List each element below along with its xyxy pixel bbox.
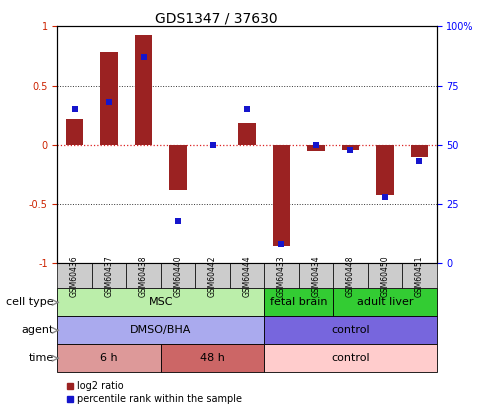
Bar bbox=[195, 263, 230, 288]
Text: GSM60448: GSM60448 bbox=[346, 255, 355, 296]
Point bbox=[140, 54, 148, 60]
Bar bbox=[333, 288, 437, 316]
Bar bbox=[57, 288, 264, 316]
Text: agent: agent bbox=[21, 325, 53, 335]
Text: GSM60433: GSM60433 bbox=[277, 255, 286, 297]
Bar bbox=[264, 288, 333, 316]
Text: fetal brain: fetal brain bbox=[270, 297, 327, 307]
Text: GSM60444: GSM60444 bbox=[243, 255, 251, 297]
Bar bbox=[376, 145, 394, 194]
Point bbox=[415, 158, 423, 165]
Bar bbox=[264, 344, 437, 372]
Text: cell type: cell type bbox=[6, 297, 53, 307]
Point bbox=[346, 146, 354, 153]
Text: control: control bbox=[331, 325, 370, 335]
Bar bbox=[170, 145, 187, 190]
Bar bbox=[368, 263, 402, 288]
Bar bbox=[342, 145, 359, 149]
Bar bbox=[299, 263, 333, 288]
Text: GSM60451: GSM60451 bbox=[415, 255, 424, 296]
Text: GSM60436: GSM60436 bbox=[70, 255, 79, 297]
Bar bbox=[126, 263, 161, 288]
Text: GSM60438: GSM60438 bbox=[139, 255, 148, 296]
Bar bbox=[333, 263, 368, 288]
Text: control: control bbox=[331, 353, 370, 363]
Bar bbox=[161, 263, 195, 288]
Bar bbox=[66, 119, 83, 145]
Point bbox=[381, 194, 389, 200]
Point bbox=[312, 142, 320, 148]
Point bbox=[174, 217, 182, 224]
Bar bbox=[264, 263, 299, 288]
Bar bbox=[402, 263, 437, 288]
Legend: log2 ratio, percentile rank within the sample: log2 ratio, percentile rank within the s… bbox=[62, 377, 246, 405]
Bar bbox=[100, 52, 118, 145]
Text: adult liver: adult liver bbox=[357, 297, 413, 307]
Text: GSM60434: GSM60434 bbox=[311, 255, 320, 297]
Point bbox=[277, 241, 285, 247]
Text: 6 h: 6 h bbox=[100, 353, 118, 363]
Text: 48 h: 48 h bbox=[200, 353, 225, 363]
Bar bbox=[411, 145, 428, 157]
Text: GSM60450: GSM60450 bbox=[380, 255, 389, 297]
Text: MSC: MSC bbox=[149, 297, 173, 307]
Text: time: time bbox=[28, 353, 53, 363]
Bar bbox=[92, 263, 126, 288]
Bar bbox=[161, 344, 264, 372]
Text: DMSO/BHA: DMSO/BHA bbox=[130, 325, 192, 335]
Bar bbox=[273, 145, 290, 245]
Bar bbox=[307, 145, 324, 151]
Bar bbox=[264, 316, 437, 344]
Text: GSM60442: GSM60442 bbox=[208, 255, 217, 296]
Bar bbox=[57, 344, 161, 372]
Point bbox=[243, 106, 251, 113]
Point bbox=[209, 142, 217, 148]
Bar bbox=[230, 263, 264, 288]
Bar bbox=[135, 34, 152, 145]
Bar bbox=[57, 263, 92, 288]
Text: GSM60440: GSM60440 bbox=[174, 255, 183, 297]
Point bbox=[71, 106, 79, 113]
Bar bbox=[239, 124, 255, 145]
Text: GSM60437: GSM60437 bbox=[105, 255, 114, 297]
Bar bbox=[57, 316, 264, 344]
Title: GDS1347 / 37630: GDS1347 / 37630 bbox=[155, 11, 278, 25]
Point bbox=[105, 99, 113, 105]
